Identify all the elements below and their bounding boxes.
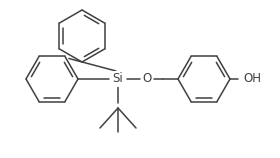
Text: O: O xyxy=(142,73,152,85)
Text: OH: OH xyxy=(243,73,261,85)
Text: Si: Si xyxy=(113,73,123,85)
